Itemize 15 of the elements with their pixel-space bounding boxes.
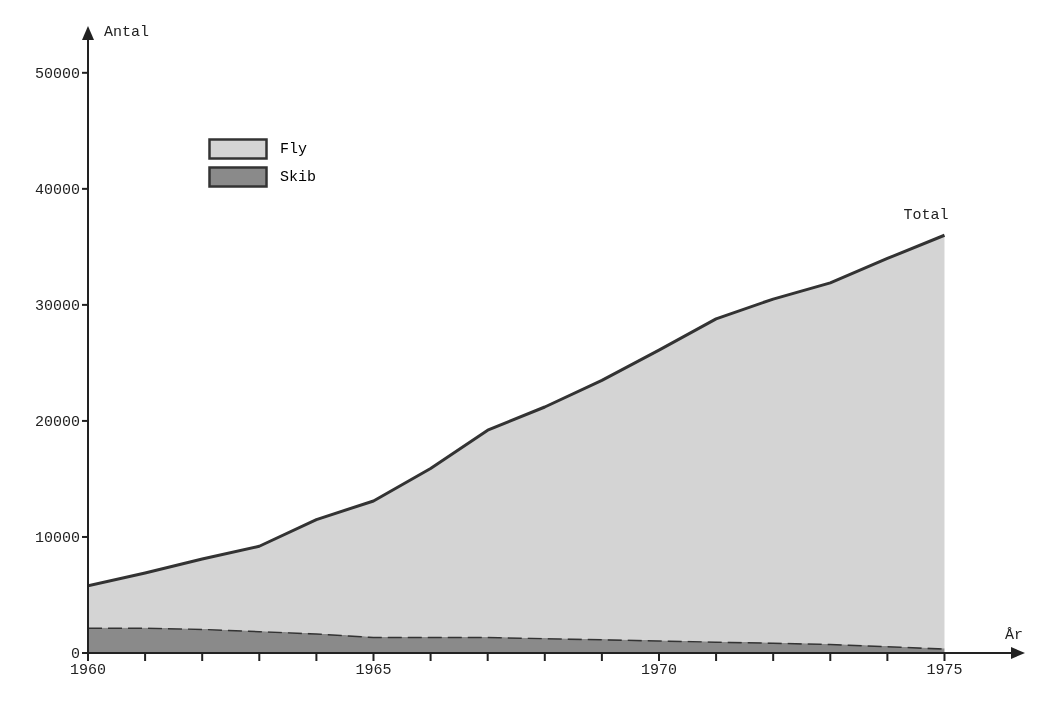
y-tick-label: 20000: [34, 414, 80, 432]
x-tick-label: 1965: [355, 661, 392, 679]
legend-label: Skib: [280, 168, 317, 186]
y-tick-label: 50000: [34, 66, 80, 84]
legend-label: Fly: [280, 140, 308, 158]
y-tick-label: 0: [70, 646, 80, 664]
annotation: Total: [903, 207, 949, 225]
y-tick-label: 10000: [34, 530, 80, 548]
y-axis-title: Antal: [104, 24, 150, 41]
x-tick-label: 1960: [69, 661, 107, 679]
y-tick-label: 40000: [34, 182, 80, 200]
x-axis-title: År: [1005, 627, 1024, 644]
y-tick-label: 30000: [34, 298, 80, 316]
x-tick-label: 1970: [640, 661, 677, 679]
x-tick-label: 1975: [926, 661, 963, 679]
